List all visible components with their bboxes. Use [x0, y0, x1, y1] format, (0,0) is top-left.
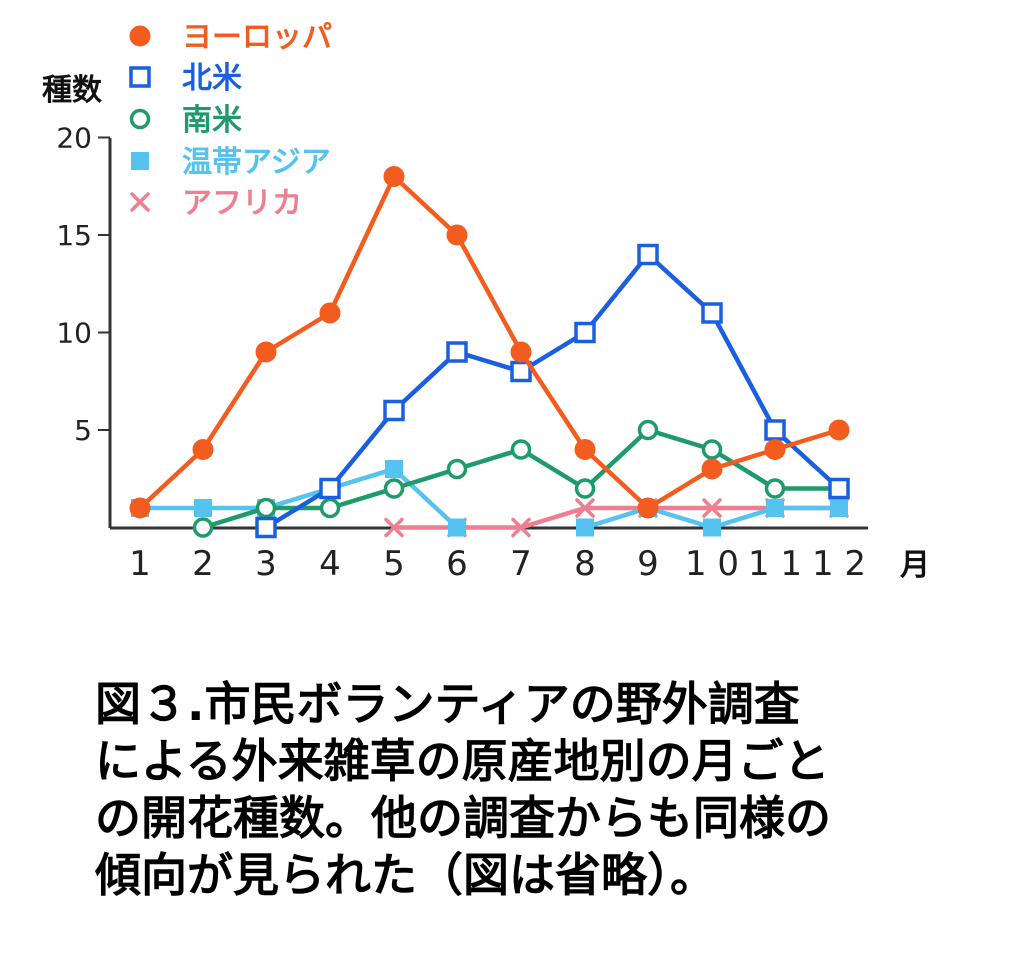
- x-tick-label: 1 2: [812, 544, 866, 584]
- data-point: [510, 341, 532, 363]
- x-tick-label: 9: [637, 544, 659, 584]
- series-1: [255, 243, 850, 539]
- x-tick-label: 1 0: [685, 544, 739, 584]
- legend-label: 北米: [182, 61, 242, 96]
- caption-line: の開花種数。他の調査からも同様の: [95, 791, 831, 845]
- x-tick-label: 4: [319, 544, 341, 584]
- y-axis-title: 種数: [42, 73, 103, 108]
- y-tick-label: 20: [56, 122, 92, 155]
- data-point: [319, 497, 341, 519]
- series-2: [192, 419, 850, 538]
- series-3: [131, 460, 848, 537]
- data-point: [385, 460, 403, 478]
- data-point: [383, 399, 405, 422]
- data-point: [764, 439, 786, 460]
- series-0: [129, 166, 850, 519]
- data-point: [319, 477, 341, 500]
- series: [129, 166, 850, 539]
- data-point: [637, 243, 659, 266]
- legend-label: ヨーロッパ: [182, 20, 332, 55]
- legend-item: 温帯アジア: [131, 145, 331, 180]
- data-point: [194, 499, 212, 517]
- data-point: [255, 516, 277, 539]
- data-point: [192, 517, 214, 538]
- data-point: [448, 518, 466, 537]
- legend-label: アフリカ: [182, 186, 302, 221]
- data-point: [383, 478, 405, 499]
- y-tick-label: 5: [74, 414, 92, 447]
- caption-line: による外来雑草の原産地別の月ごと: [95, 734, 830, 788]
- data-point: [446, 341, 468, 363]
- data-point: [574, 321, 596, 344]
- data-point: [255, 497, 277, 519]
- data-point: [764, 478, 786, 499]
- data-point: [703, 518, 721, 537]
- legend-label: 南米: [182, 103, 242, 138]
- data-point: [192, 439, 214, 460]
- legend-item: 南米: [129, 103, 242, 138]
- data-point: [701, 302, 723, 324]
- caption-line: 図３.市民ボランティアの野外調査: [95, 677, 800, 731]
- data-point: [764, 419, 786, 441]
- data-point: [701, 458, 723, 480]
- y-tick-label: 10: [56, 317, 92, 350]
- y-ticks: 20 15 10 5: [56, 122, 110, 447]
- data-point: [131, 152, 149, 170]
- data-point: [383, 166, 405, 187]
- series-line: [394, 505, 839, 530]
- data-point: [130, 192, 150, 212]
- legend-item: アフリカ: [130, 186, 302, 221]
- figure-caption: 図３.市民ボランティアの野外調査 による外来雑草の原産地別の月ごと の開花種数。…: [95, 676, 995, 904]
- x-tick-label: 7: [510, 544, 532, 584]
- x-tick-label: 3: [255, 544, 277, 584]
- data-point: [637, 419, 659, 441]
- series-line: [140, 466, 459, 530]
- data-point: [446, 458, 468, 480]
- x-tick-label: 8: [574, 544, 596, 584]
- data-point: [701, 439, 723, 460]
- data-point: [446, 224, 468, 246]
- data-point: [255, 341, 277, 363]
- data-point: [766, 499, 784, 517]
- x-tick-label: 6: [446, 544, 468, 584]
- data-point: [637, 497, 659, 519]
- legend-item: 北米: [129, 61, 242, 96]
- data-point: [384, 517, 404, 538]
- data-point: [574, 478, 596, 499]
- caption-line: 傾向が見られた（図は省略）。: [95, 848, 716, 902]
- x-tick-label: 1: [129, 544, 151, 584]
- data-point: [510, 439, 532, 460]
- data-point: [575, 498, 595, 518]
- data-point: [702, 498, 722, 518]
- data-point: [511, 517, 531, 538]
- x-axis-title: 月: [900, 548, 930, 583]
- data-point: [830, 499, 848, 517]
- data-point: [828, 419, 850, 441]
- x-tick-label: 5: [383, 544, 405, 584]
- data-point: [828, 477, 850, 500]
- x-tick-label: 1 1: [748, 544, 802, 584]
- data-point: [129, 25, 151, 47]
- data-point: [129, 66, 151, 88]
- legend-label: 温帯アジア: [182, 145, 331, 180]
- data-point: [129, 497, 151, 519]
- data-point: [574, 439, 596, 460]
- series-line: [138, 174, 840, 511]
- data-point: [576, 518, 594, 537]
- series-line: [264, 252, 841, 530]
- x-tick-label: 2: [192, 544, 214, 584]
- data-point: [129, 108, 151, 130]
- data-point: [319, 302, 341, 324]
- y-tick-label: 15: [56, 219, 92, 252]
- legend-item: ヨーロッパ: [129, 20, 332, 55]
